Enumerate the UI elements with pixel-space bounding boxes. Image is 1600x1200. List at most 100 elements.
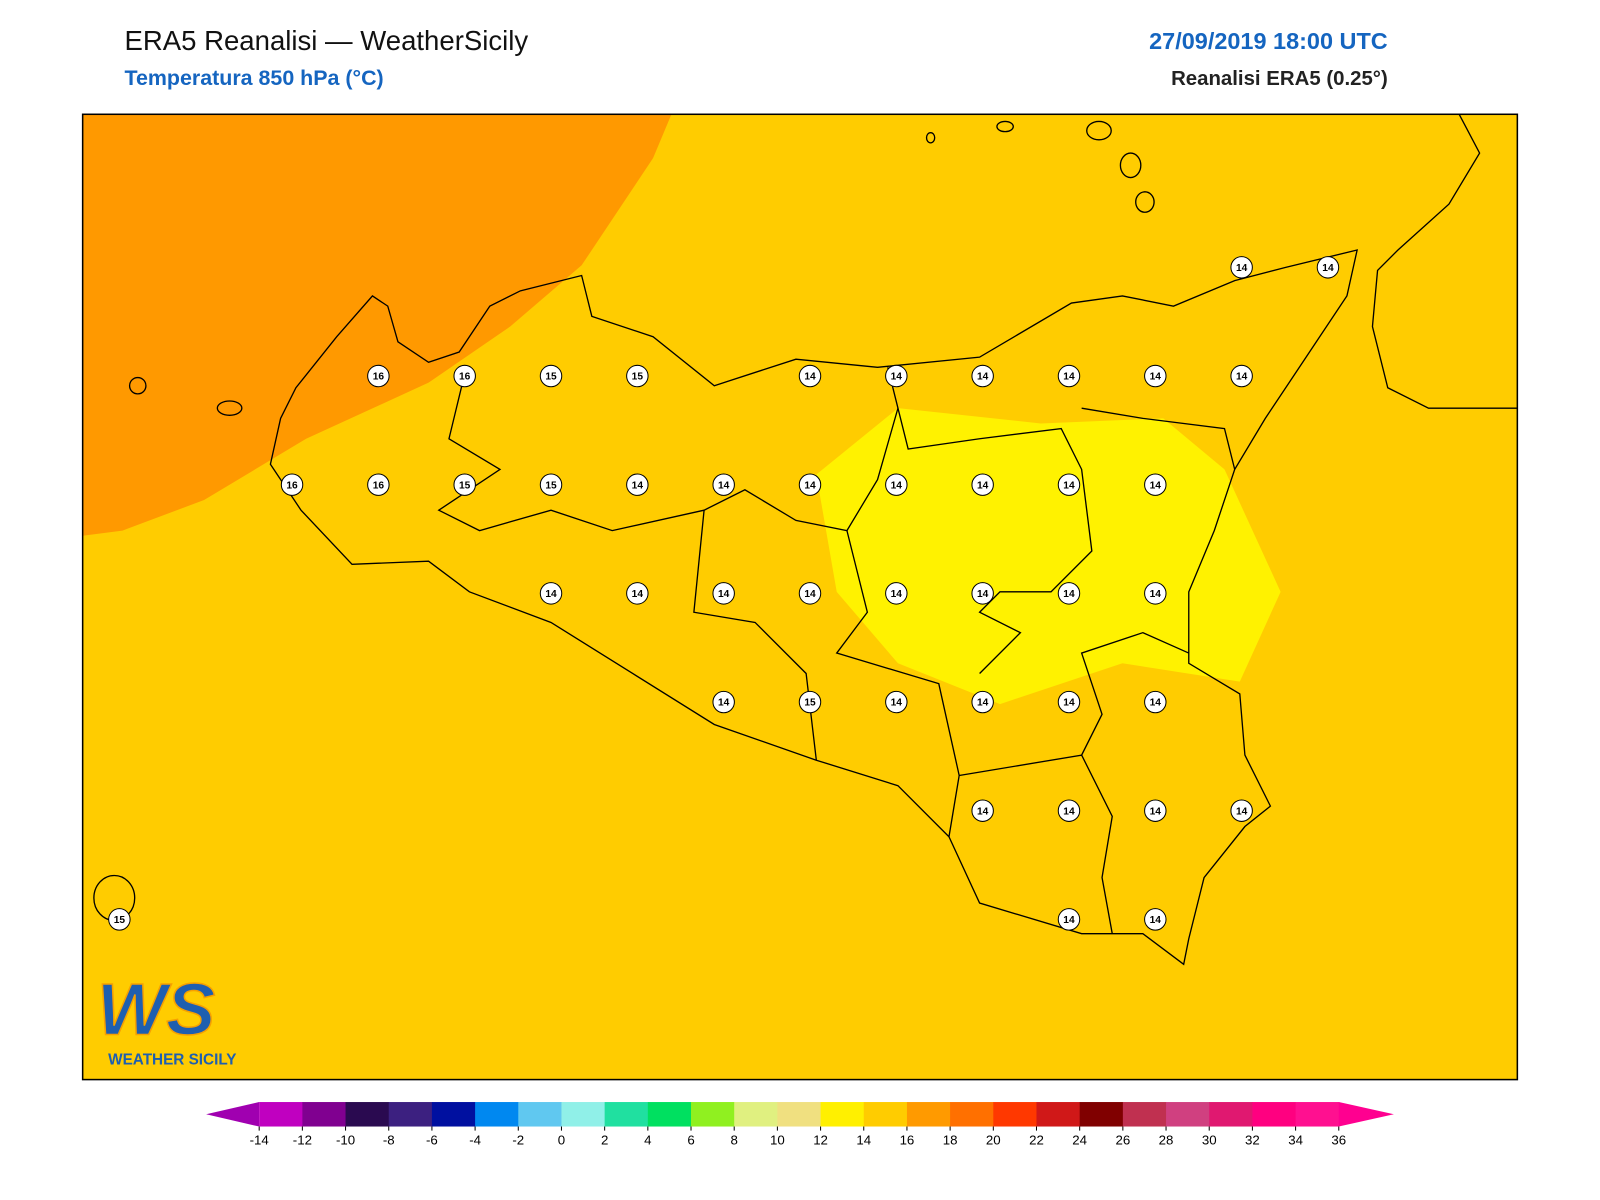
station-value: 15	[459, 480, 471, 491]
colorbar-tick-label: 30	[1202, 1132, 1217, 1147]
colorbar-segment	[993, 1102, 1037, 1127]
colorbar-tick-label: 2	[601, 1132, 608, 1147]
island	[996, 120, 1014, 133]
colorbar-segment	[604, 1102, 649, 1127]
colorbar-tick-label: -8	[383, 1132, 395, 1147]
colorbar-segment	[647, 1102, 692, 1127]
station-value: 14	[1150, 480, 1162, 491]
station-marker	[712, 473, 735, 496]
colorbar-tick-label: -12	[293, 1132, 312, 1147]
island	[1119, 152, 1142, 179]
station-marker	[798, 364, 822, 388]
station-marker	[1230, 799, 1253, 822]
title: ERA5 Reanalisi — WeatherSicily	[124, 25, 528, 56]
station-marker	[1144, 582, 1167, 605]
station-value: 14	[891, 698, 903, 709]
station-marker	[885, 582, 908, 605]
logo: WS WEATHER SICILY	[96, 967, 236, 1068]
colorbar-tick-label: 26	[1115, 1132, 1130, 1147]
station-marker	[1144, 908, 1167, 931]
colorbar-segment	[777, 1102, 822, 1127]
colorbar-tick-label: 16	[900, 1132, 915, 1147]
colorbar: -14 -12 -10 -8 -6 -4 -2 0 2 4 6 8 10 12 14 16 18 20 22 24 26…	[206, 1102, 1394, 1147]
colorbar-segment	[561, 1102, 606, 1127]
station-marker	[1144, 690, 1167, 714]
colorbar-segment	[345, 1102, 390, 1127]
island	[1086, 120, 1112, 141]
station-value: 14	[1236, 806, 1248, 817]
calabria-coast	[1371, 113, 1518, 409]
date: 27/09/2019 18:00 UTC	[1149, 28, 1388, 54]
logo-name: WEATHER SICILY	[108, 1051, 236, 1068]
colorbar-segment	[518, 1102, 562, 1127]
station-value: 15	[545, 372, 557, 383]
field-warm	[82, 114, 672, 536]
colorbar-tick-label: 32	[1245, 1132, 1260, 1147]
station-marker	[453, 364, 476, 388]
colorbar-segment	[1252, 1102, 1297, 1127]
station-marker	[626, 582, 649, 605]
station-value: 14	[977, 589, 989, 600]
station-value: 14	[977, 806, 989, 817]
station-marker	[1144, 364, 1167, 388]
station-value: 14	[1063, 915, 1075, 926]
station-marker	[280, 473, 304, 496]
subtitle: Temperatura 850 hPa (°C)	[124, 66, 383, 90]
station-marker	[539, 582, 563, 605]
station-marker	[712, 582, 735, 605]
station-marker	[1057, 799, 1081, 822]
station-value: 14	[1150, 806, 1162, 817]
station-value: 14	[977, 480, 989, 491]
colorbar-under	[206, 1102, 260, 1127]
colorbar-tick-label: -4	[469, 1132, 481, 1147]
island	[925, 131, 936, 144]
colorbar-tick-label: -2	[512, 1132, 524, 1147]
station-marker	[798, 473, 822, 496]
station-value: 14	[1063, 806, 1075, 817]
station-marker	[453, 473, 476, 496]
station-marker	[539, 364, 563, 388]
station-value: 14	[632, 480, 644, 491]
colorbar-tick-label: 24	[1072, 1132, 1087, 1147]
colorbar-segment	[1209, 1102, 1253, 1127]
station-value: 16	[286, 480, 298, 491]
station-value: 14	[1063, 589, 1075, 600]
colorbar-segment	[734, 1102, 778, 1127]
station-value: 14	[804, 372, 816, 383]
station-marker	[1230, 256, 1253, 279]
colorbar-tick-label: 6	[687, 1132, 694, 1147]
station-marker	[539, 473, 563, 496]
station-marker	[971, 799, 994, 822]
station-value: 16	[373, 372, 385, 383]
station-marker	[885, 364, 908, 388]
station-value: 15	[545, 480, 557, 491]
colorbar-segment	[431, 1102, 476, 1127]
station-value: 14	[804, 589, 816, 600]
station-value: 16	[373, 480, 385, 491]
station-value: 14	[977, 698, 989, 709]
colorbar-segment	[863, 1102, 908, 1127]
map: 14 14 16 16 15 15 14 14 14 14 14 14 16 16 15 15 14 14 14 14…	[81, 113, 1519, 1081]
station-value: 14	[718, 480, 730, 491]
colorbar-segment	[1079, 1102, 1124, 1127]
island	[1135, 191, 1155, 213]
station-value: 14	[1063, 372, 1075, 383]
station-marker	[971, 364, 994, 388]
colorbar-tick-label: 34	[1288, 1132, 1303, 1147]
station-marker	[971, 582, 994, 605]
map-frame	[81, 113, 1519, 1081]
station-marker	[108, 908, 131, 931]
station-marker	[798, 582, 822, 605]
station-value: 14	[891, 589, 903, 600]
station-value: 16	[459, 372, 471, 383]
colorbar-segment	[475, 1102, 519, 1127]
colorbar-tick-label: -14	[250, 1132, 269, 1147]
colorbar-segment	[1036, 1102, 1081, 1127]
station-value: 14	[891, 480, 903, 491]
island	[216, 400, 243, 416]
station-marker	[1316, 256, 1340, 279]
station-value: 15	[804, 698, 816, 709]
colorbar-segment	[1166, 1102, 1210, 1127]
station-marker	[1057, 908, 1081, 931]
